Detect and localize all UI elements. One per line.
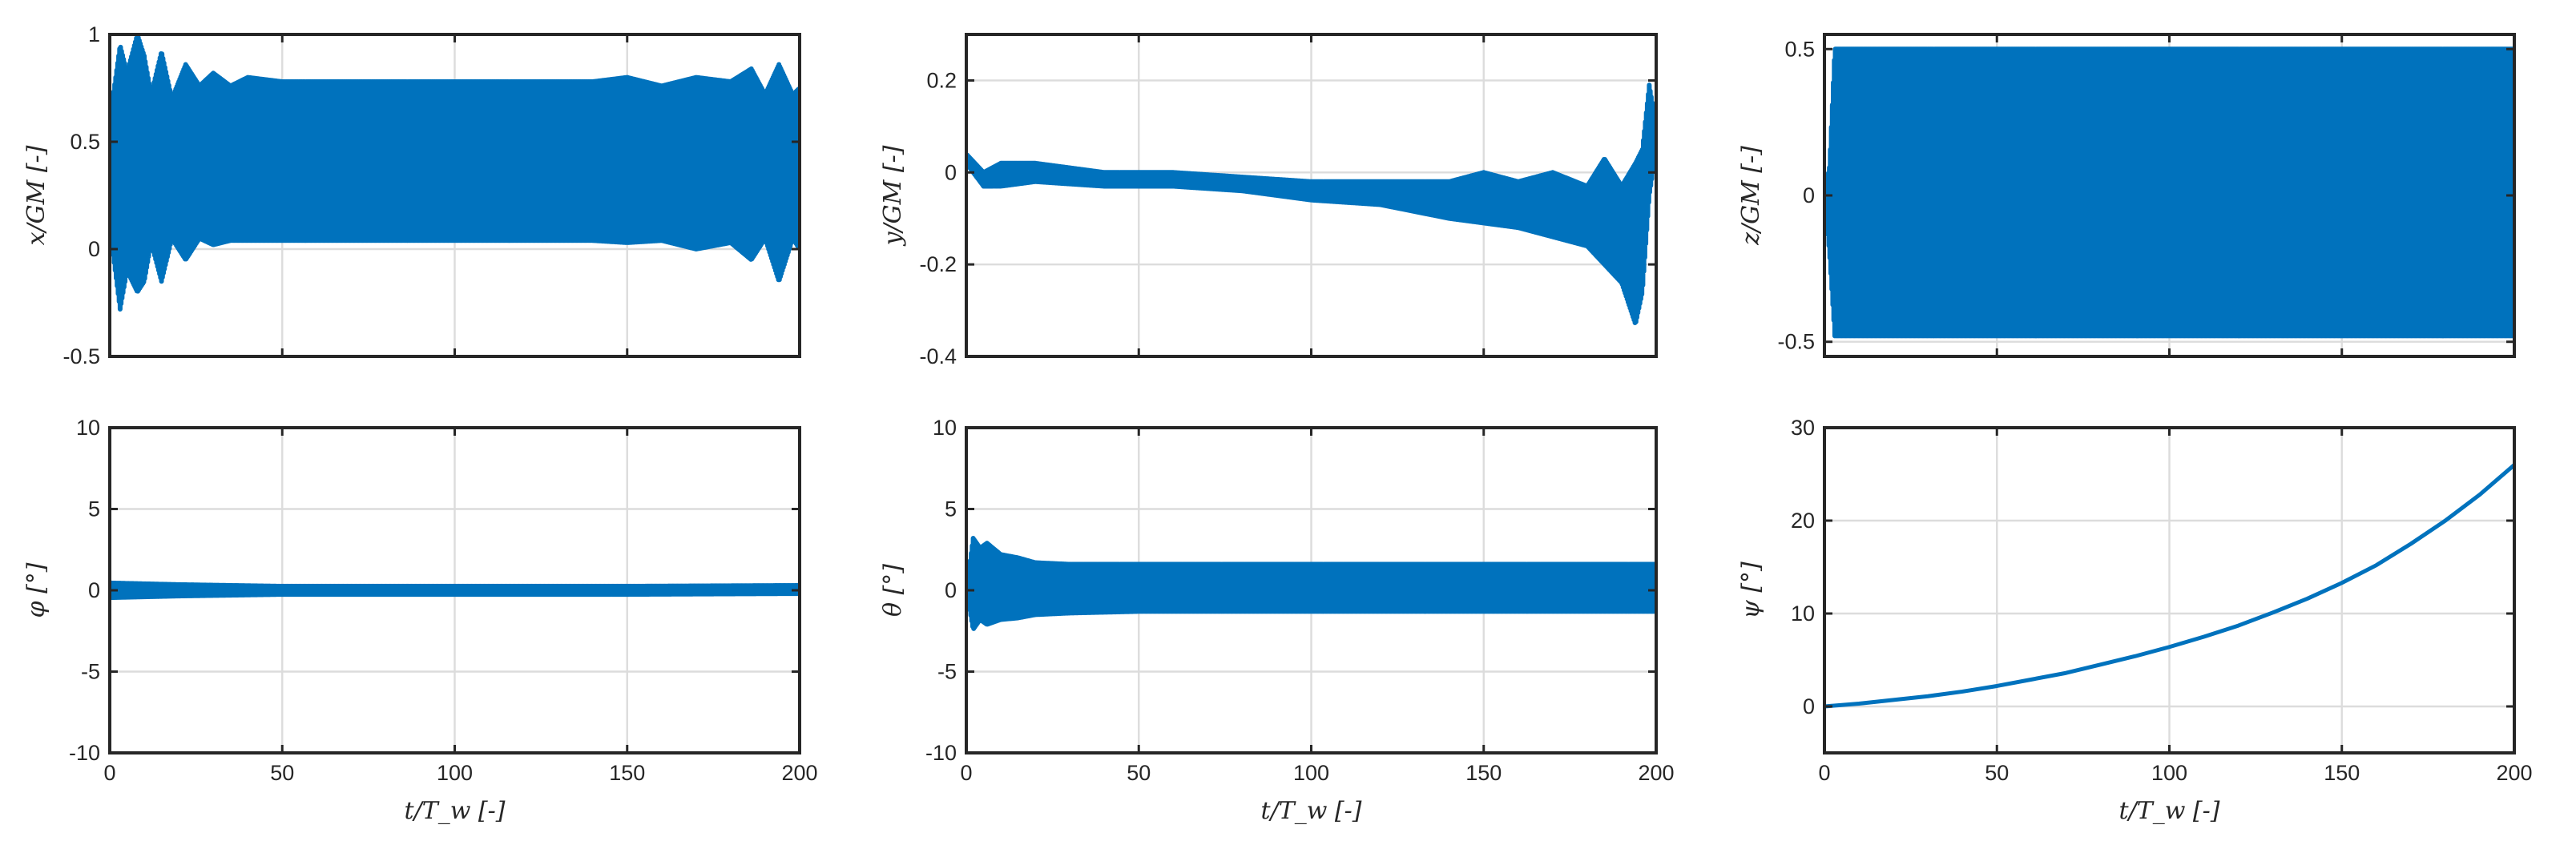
y-tick-label: -5: [81, 660, 100, 684]
series-line: [110, 34, 800, 312]
y-axis-label: ψ [°]: [1737, 561, 1765, 619]
y-tick-label: 0: [1803, 183, 1815, 207]
series-group: [1824, 463, 2514, 709]
y-tick-label: -5: [937, 660, 957, 684]
y-axis-label: x/GM [-]: [22, 145, 50, 245]
y-axis-label: z/GM [-]: [1737, 146, 1765, 246]
x-tick-label: 150: [1465, 761, 1502, 785]
y-axis-label: y/GM [-]: [879, 145, 907, 247]
y-tick-label: -10: [925, 741, 957, 765]
subplot-6: 0 50 100 150 200 0 10 20 30 ψ [°] t/T_w [-]: [1737, 416, 2533, 825]
series-group: [966, 536, 1656, 631]
x-axis-label: t/T_w [-]: [2119, 797, 2220, 825]
series-line: [110, 580, 800, 601]
y-tick-label: 0.5: [70, 130, 100, 154]
y-tick-label: 20: [1791, 509, 1815, 533]
y-tick-label: 30: [1791, 416, 1815, 440]
x-tick-label: 150: [2324, 761, 2360, 785]
subplot-5: 0 50 100 150 200 -10 -5 0 5 10 θ [°] t/T_w [-]: [879, 416, 1675, 825]
x-tick-label: 100: [1293, 761, 1329, 785]
y-tick-label: 5: [945, 497, 957, 521]
x-tick-label: 50: [1127, 761, 1151, 785]
x-tick-label: 50: [1985, 761, 2009, 785]
series-group: [110, 580, 800, 601]
x-tick-label: 0: [103, 761, 115, 785]
y-tick-label: -10: [69, 741, 100, 765]
y-tick-label: 0: [88, 237, 100, 261]
y-tick-label: 0.5: [1784, 37, 1815, 61]
y-tick-label: -0.5: [1777, 330, 1815, 354]
subplot-3: -0.5 0 0.5 z/GM [-]: [1737, 33, 2516, 358]
x-tick-label: 200: [781, 761, 817, 785]
y-tick-label: 0: [1803, 694, 1815, 718]
y-tick-label: 0: [945, 578, 957, 602]
x-tick-label: 100: [437, 761, 473, 785]
y-tick-label: 10: [933, 416, 957, 440]
series-group: [966, 82, 1656, 325]
x-tick-label: 200: [2496, 761, 2532, 785]
y-axis-label: θ [°]: [879, 564, 907, 617]
y-tick-label: 0.2: [926, 68, 957, 92]
series-group: [1824, 46, 2514, 339]
x-axis-label: t/T_w [-]: [1261, 797, 1362, 825]
y-tick-label: 0: [945, 160, 957, 184]
x-axis-label: t/T_w [-]: [405, 797, 506, 825]
y-tick-label: -0.4: [919, 344, 957, 368]
y-tick-label: 1: [88, 22, 100, 46]
y-tick-label: 5: [88, 497, 100, 521]
subplot-1: -0.5 0 0.5 1 x/GM [-]: [22, 22, 801, 368]
series-group: [110, 34, 800, 312]
y-tick-label: -0.2: [919, 252, 957, 276]
x-tick-label: 200: [1638, 761, 1674, 785]
x-tick-label: 0: [1818, 761, 1830, 785]
series-line: [1824, 46, 2514, 339]
y-tick-label: 10: [1791, 602, 1815, 626]
y-axis-label: φ [°]: [22, 562, 50, 618]
x-tick-label: 50: [270, 761, 294, 785]
series-line: [966, 82, 1656, 325]
series-line: [1824, 463, 2514, 709]
y-tick-label: -0.5: [62, 344, 100, 368]
subplot-grid: -0.500.51x/GM [-]-0.4-0.200.2y/GM [-]-0.…: [22, 22, 2533, 825]
subplot-4: 0 50 100 150 200 -10 -5 0 5 10 φ [°] t/T_w [-]: [22, 416, 818, 825]
x-tick-label: 100: [2151, 761, 2187, 785]
y-tick-label: 0: [88, 578, 100, 602]
x-tick-label: 150: [609, 761, 645, 785]
series-line: [966, 536, 1656, 631]
x-tick-label: 0: [960, 761, 972, 785]
subplot-2: -0.4 -0.2 0 0.2 y/GM [-]: [879, 33, 1658, 368]
y-tick-label: 10: [76, 416, 100, 440]
